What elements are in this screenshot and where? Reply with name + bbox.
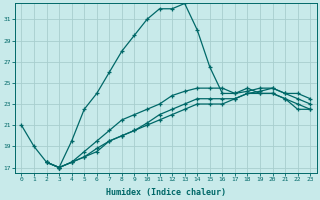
X-axis label: Humidex (Indice chaleur): Humidex (Indice chaleur) — [106, 188, 226, 197]
